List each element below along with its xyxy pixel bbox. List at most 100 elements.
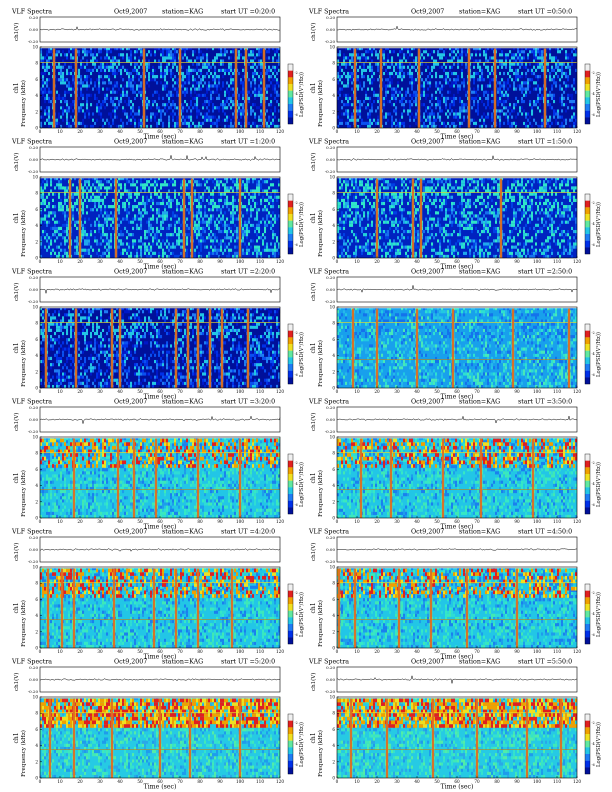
waveform-line [336,415,578,424]
x-tick-label: 110 [256,129,264,134]
y-axis-label: Frequency (kHz) [20,80,27,127]
emission-band [337,438,578,468]
x-tick-label: 70 [177,259,183,264]
burst-core [360,438,362,518]
panel-start-time: start UT =1:50:0 [518,139,572,146]
colorbar-segment [288,617,293,625]
x-tick-label: 0 [336,129,339,134]
colorbar-tick-label: -6 [295,373,298,377]
x-tick-label: 70 [177,649,183,654]
panel-date: Oct9,2007 [114,139,147,146]
y-tick-label: 4 [332,613,335,618]
x-tick-label: 110 [553,259,561,264]
x-tick-label: 40 [117,129,123,134]
panel-title: VLF Spectra [11,399,52,406]
colorbar-tick-label: -4 [592,352,595,356]
colorbar-segment [585,247,590,255]
colorbar-segment [585,364,590,371]
emission-band [40,698,281,728]
y-axis-label: Frequency (kHz) [20,730,27,777]
x-tick-label: 70 [177,519,183,524]
x-tick-label: 90 [514,259,520,264]
colorbar-segment [585,200,590,208]
y-tick-label: 6 [332,727,335,732]
colorbar-segment [288,227,293,235]
y-tick-label: 10 [33,305,39,310]
y-tick-label: 4 [35,613,38,618]
colorbar-segment [288,467,293,475]
colorbar-segment [288,70,293,78]
colorbar-label: Log(PSD(V²/Hz)) [298,202,305,247]
colorbar-tick-label: -6 [592,633,595,637]
waveform-line [39,288,281,295]
trace-axis-label: ch1(V) [13,673,20,691]
colorbar-label: Log(PSD(V²/Hz)) [298,592,305,637]
y-tick-label: 8 [332,451,335,456]
colorbar-segment [288,110,293,118]
colorbar-frame [287,583,294,645]
x-tick-label: 20 [77,519,83,524]
colorbar-tick-label: -2 [295,201,298,205]
y-tick-label: 10 [330,565,336,570]
colorbar-segment [585,754,590,761]
panel-start-time: start UT =0:50:0 [518,9,572,16]
panel-start-time: start UT =4:20:0 [221,529,275,536]
x-tick-label: 50 [434,649,440,654]
x-tick-label: 100 [533,129,541,134]
colorbar-frame [287,63,294,125]
y-tick-label: 8 [35,191,38,196]
burst-core [197,308,199,388]
y-tick-label: 8 [332,581,335,586]
colorbar-segment [288,357,293,365]
x-tick-label: 30 [394,519,400,524]
x-tick-label: 90 [217,129,223,134]
colorbar-segment [288,220,293,228]
burst-core [432,698,434,778]
x-tick-label: 110 [256,649,264,654]
colorbar-label: Log(PSD(V²/Hz)) [595,72,602,117]
colorbar-segment [288,370,293,378]
panel-date: Oct9,2007 [411,659,444,666]
colorbar-tick-label: -4 [295,92,298,96]
x-tick-label: 30 [394,389,400,394]
y-channel-label: ch1 [13,732,20,743]
x-tick-label: 80 [494,649,500,654]
y-tick-label: 6 [35,207,38,212]
colorbar-segment [288,460,293,468]
panel-station: station=KAG [162,9,203,16]
burst-core [117,438,119,518]
trace-axis-label: ch1(V) [13,413,20,431]
burst-core [47,568,49,648]
trace-tick-label: 0.20 [326,665,335,670]
trace-axis-label: ch1(V) [310,153,317,171]
x-tick-label: 90 [217,519,223,524]
x-axis-label: Time (sec) [144,134,177,141]
panel-station: station=KAG [459,529,500,536]
colorbar-segment [288,454,293,461]
colorbar-frame [287,713,294,775]
colorbar-segment [585,240,590,248]
burst-core [197,568,199,648]
burst-core [119,308,121,388]
waveform-line [39,415,281,425]
spectrogram-panel: VLF Spectra Oct9,2007 station=KAG start UT … [308,529,602,661]
y-channel-label: ch1 [310,732,317,743]
x-tick-label: 60 [157,779,163,784]
x-tick-label: 110 [553,649,561,654]
x-tick-label: 60 [157,389,163,394]
colorbar-segment [585,207,590,215]
colorbar-segment [585,194,590,201]
x-tick-label: 80 [494,259,500,264]
colorbar-segment [288,727,293,735]
colorbar-tick-label: -4 [592,482,595,486]
x-tick-label: 80 [197,519,203,524]
panel-date: Oct9,2007 [411,139,444,146]
y-tick-label: 10 [33,175,39,180]
x-tick-label: 70 [474,259,480,264]
colorbar-segment [585,220,590,228]
x-tick-label: 100 [236,259,244,264]
waveform-line [336,674,577,684]
panel-date: Oct9,2007 [114,529,147,536]
colorbar-tick-label: -2 [295,461,298,465]
trace-tick-label: 0.20 [29,665,38,670]
